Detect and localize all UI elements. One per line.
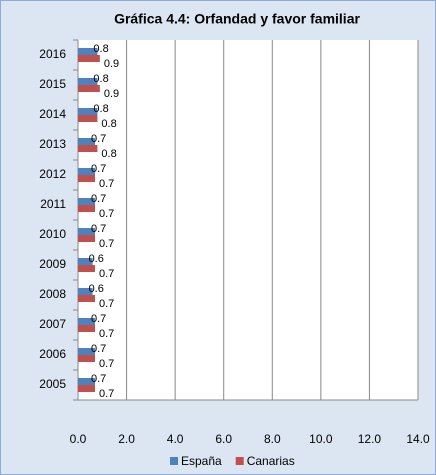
y-tick-label: 2011 [40,197,66,211]
bar [78,55,100,62]
y-tick-label: 2009 [39,257,66,271]
bar [78,168,95,175]
data-label: 0.7 [91,193,106,205]
y-tick-label: 2013 [39,137,66,151]
data-label: 0.8 [93,103,108,115]
y-tick-label: 2005 [39,377,66,391]
bar [78,175,95,182]
x-tick-label: 14.0 [406,432,430,446]
data-label: 0.7 [99,208,114,220]
bar [78,205,95,212]
data-label: 0.7 [91,133,106,145]
data-label: 0.7 [91,343,106,355]
bar [78,138,95,145]
bar [78,385,95,392]
data-label: 0.7 [99,178,114,190]
bar [78,295,95,302]
bar [78,108,98,115]
y-tick-label: 2007 [39,317,66,331]
data-label: 0.7 [91,373,106,385]
y-tick-label: 2014 [39,107,66,121]
y-tick-label: 2006 [39,347,66,361]
bar [78,318,95,325]
legend-swatch [235,457,244,465]
bar [78,228,95,235]
bar [78,115,98,122]
bar [78,85,100,92]
bar [78,258,93,265]
data-label: 0.7 [91,223,106,235]
data-label: 0.8 [101,148,116,160]
legend-label: Canarias [247,454,295,468]
x-tick-label: 8.0 [264,432,281,446]
y-tick-label: 2010 [39,227,66,241]
data-label: 0.9 [104,58,119,70]
bar [78,355,95,362]
x-tick-label: 10.0 [309,432,333,446]
data-label: 0.6 [89,253,104,265]
data-label: 0.8 [101,118,116,130]
y-tick-label: 2012 [39,167,66,181]
data-label: 0.7 [99,238,114,250]
data-label: 0.7 [99,388,114,400]
x-tick-label: 0.0 [70,432,87,446]
data-label: 0.7 [99,328,114,340]
bar [78,325,95,332]
x-tick-label: 4.0 [167,432,184,446]
data-label: 0.8 [93,43,108,55]
bar [78,145,98,152]
x-tick-label: 12.0 [358,432,382,446]
y-tick-label: 2008 [39,287,66,301]
data-label: 0.9 [104,88,119,100]
bar [78,78,98,85]
chart-title: Gráfica 4.4: Orfandad y favor familiar [114,11,360,27]
bar [78,265,95,272]
data-label: 0.7 [91,313,106,325]
data-label: 0.7 [99,268,114,280]
x-tick-label: 2.0 [118,432,135,446]
data-label: 0.7 [99,358,114,370]
x-tick-label: 6.0 [215,432,232,446]
data-label: 0.7 [99,298,114,310]
bar [78,198,95,205]
data-label: 0.6 [89,283,104,295]
y-tick-label: 2015 [39,77,66,91]
bar [78,348,95,355]
legend-swatch [170,457,178,465]
bar [78,378,95,385]
y-tick-label: 2016 [39,47,66,61]
legend-label: España [181,454,222,468]
bar [78,235,95,242]
bar [78,48,98,55]
bar [78,288,93,295]
data-label: 0.7 [91,163,106,175]
data-label: 0.8 [93,73,108,85]
plot-area [78,40,418,400]
